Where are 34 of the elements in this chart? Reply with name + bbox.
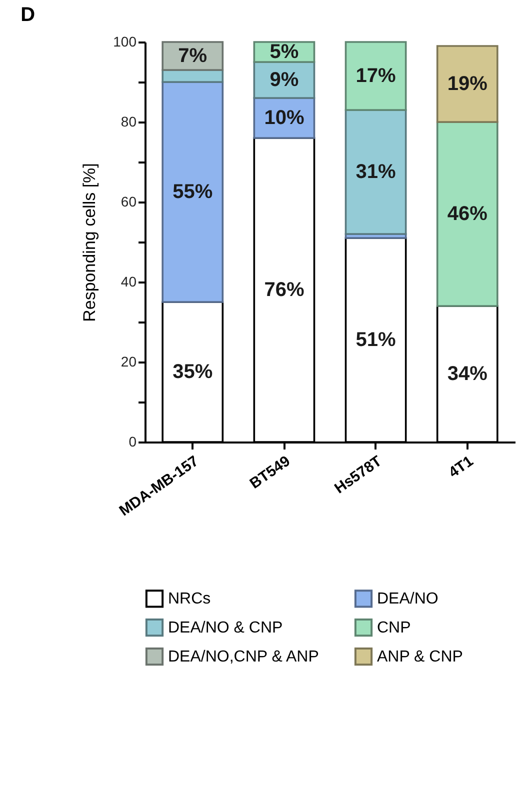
x-tick-label: 4T1 [446,452,477,482]
bar [344,109,407,235]
legend-label: DEA/NO,CNP & ANP [168,648,319,666]
bar [162,41,224,71]
legend-label: DEA/NO & CNP [168,620,283,636]
data-label: 9% [270,69,299,91]
chart-title: D [20,4,36,26]
data-label: 76% [264,279,304,301]
legend-label: DEA/NO [377,590,438,608]
data-label: 19% [447,73,488,95]
y-axis-title: Responding cells [%] [80,163,100,322]
data-label: 46% [447,203,488,225]
legend-label: CNP [377,620,411,636]
data-label: 35% [172,361,213,383]
legend-label: NRCs [168,590,211,608]
data-label: 5% [270,41,299,63]
y-tick-label: 0 [128,434,137,450]
data-label: 55% [172,181,213,203]
y-tick-label: 60 [120,194,137,210]
data-label: 7% [178,45,208,67]
bar [436,121,498,307]
data-label: 34% [447,363,488,385]
y-tick-label: 100 [113,34,137,50]
bar [162,81,224,303]
data-label: 31% [356,161,396,183]
data-label: 51% [356,329,396,351]
bar [344,41,407,111]
y-tick-label: 20 [120,354,137,370]
legend-label: ANP & CNP [377,648,463,666]
y-tick-label: 80 [120,114,137,130]
bar [436,45,498,123]
data-label: 17% [356,65,396,87]
data-label: 10% [264,107,304,129]
y-tick-label: 40 [120,274,137,290]
